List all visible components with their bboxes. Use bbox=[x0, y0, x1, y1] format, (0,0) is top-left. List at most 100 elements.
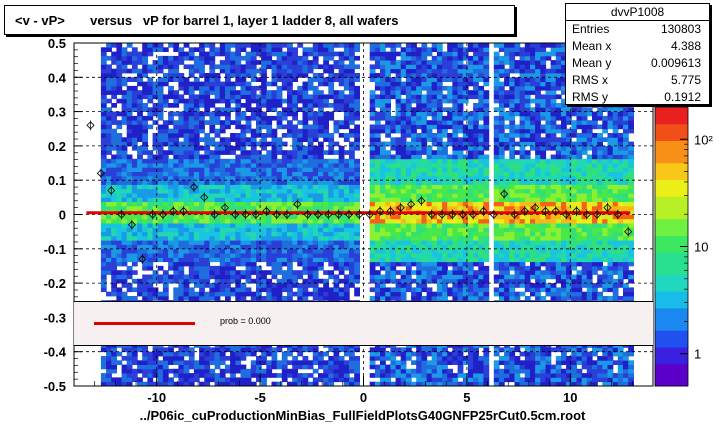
heatmap-cell bbox=[452, 235, 459, 241]
heatmap-cell bbox=[457, 356, 464, 361]
heatmap-cell bbox=[473, 184, 479, 190]
heatmap-cell bbox=[436, 278, 443, 284]
heatmap-cell bbox=[230, 51, 236, 57]
heatmap-cell bbox=[457, 64, 464, 70]
heatmap-cell bbox=[369, 150, 376, 155]
heatmap-cell bbox=[230, 235, 236, 241]
heatmap-cell bbox=[478, 55, 485, 61]
heatmap-cell bbox=[235, 274, 242, 280]
heatmap-cell bbox=[374, 133, 381, 138]
heatmap-cell bbox=[467, 360, 474, 365]
heatmap-cell bbox=[483, 64, 490, 70]
heatmap-cell bbox=[245, 184, 252, 190]
heatmap-cell bbox=[168, 137, 174, 142]
heatmap-cell bbox=[168, 85, 174, 91]
heatmap-cell bbox=[266, 287, 273, 293]
heatmap-cell bbox=[447, 193, 453, 198]
heatmap-cell bbox=[287, 235, 293, 241]
heatmap-cell bbox=[447, 43, 453, 48]
heatmap-cell bbox=[178, 287, 185, 293]
heatmap-cell bbox=[467, 274, 474, 280]
heatmap-cell bbox=[271, 197, 278, 202]
heatmap-cell bbox=[431, 124, 438, 130]
heatmap-cell bbox=[240, 77, 247, 82]
heatmap-cell bbox=[225, 137, 231, 142]
heatmap-cell bbox=[219, 274, 226, 280]
heatmap-cell bbox=[204, 218, 211, 224]
heatmap-cell bbox=[225, 248, 231, 254]
heatmap-cell bbox=[318, 43, 324, 48]
heatmap-cell bbox=[354, 47, 360, 52]
heatmap-cell bbox=[292, 184, 298, 190]
heatmap-cell bbox=[473, 175, 479, 181]
heatmap-cell bbox=[478, 150, 485, 155]
heatmap-cell bbox=[426, 171, 433, 177]
heatmap-cell bbox=[436, 274, 443, 280]
heatmap-cell bbox=[369, 188, 376, 194]
heatmap-cell bbox=[467, 133, 474, 138]
heatmap-cell bbox=[245, 270, 252, 275]
heatmap-cell bbox=[467, 145, 474, 151]
heatmap-cell bbox=[483, 223, 490, 228]
heatmap-cell bbox=[333, 163, 340, 168]
heatmap-cell bbox=[431, 373, 438, 378]
heatmap-cell bbox=[168, 351, 174, 357]
heatmap-cell bbox=[152, 163, 159, 168]
heatmap-cell bbox=[271, 51, 278, 57]
heatmap-cell bbox=[287, 368, 293, 374]
heatmap-cell bbox=[121, 218, 128, 224]
heatmap-cell bbox=[193, 197, 200, 202]
heatmap-cell bbox=[178, 94, 185, 100]
heatmap-cell bbox=[431, 55, 438, 61]
heatmap-cell bbox=[323, 60, 329, 65]
heatmap-cell bbox=[173, 223, 180, 228]
heatmap-cell bbox=[137, 171, 143, 177]
heatmap-cell bbox=[374, 111, 381, 117]
heatmap-cell bbox=[473, 223, 479, 228]
heatmap-cell bbox=[467, 171, 474, 177]
heatmap-cell bbox=[462, 248, 469, 254]
heatmap-cell bbox=[157, 368, 164, 374]
heatmap-cell bbox=[328, 85, 335, 91]
heatmap-cell bbox=[297, 257, 304, 263]
heatmap-cell bbox=[338, 197, 345, 202]
heatmap-cell bbox=[204, 356, 211, 361]
heatmap-cell bbox=[287, 167, 293, 172]
heatmap-cell bbox=[199, 154, 205, 160]
heatmap-cell bbox=[225, 175, 231, 181]
heatmap-cell bbox=[240, 124, 247, 130]
heatmap-cell bbox=[349, 167, 355, 172]
heatmap-cell bbox=[380, 94, 386, 100]
heatmap-cell bbox=[230, 205, 236, 211]
heatmap-cell bbox=[173, 265, 180, 271]
heatmap-cell bbox=[152, 270, 159, 275]
heatmap-cell bbox=[157, 60, 164, 65]
heatmap-cell bbox=[287, 257, 293, 263]
heatmap-cell bbox=[116, 111, 123, 117]
heatmap-cell bbox=[137, 184, 143, 190]
heatmap-cell bbox=[405, 240, 412, 245]
heatmap-cell bbox=[183, 360, 190, 365]
heatmap-cell bbox=[338, 175, 345, 181]
heatmap-cell bbox=[452, 347, 459, 353]
heatmap-cell bbox=[416, 278, 422, 284]
heatmap-cell bbox=[462, 163, 469, 168]
heatmap-cell bbox=[442, 373, 448, 378]
heatmap-cell bbox=[354, 381, 360, 387]
heatmap-cell bbox=[137, 231, 143, 237]
heatmap-cell bbox=[147, 201, 154, 207]
heatmap-cell bbox=[157, 163, 164, 168]
heatmap-cell bbox=[199, 223, 205, 228]
heatmap-cell bbox=[323, 158, 329, 164]
heatmap-cell bbox=[452, 158, 459, 164]
heatmap-cell bbox=[452, 47, 459, 52]
heatmap-cell bbox=[137, 193, 143, 198]
heatmap-cell bbox=[421, 124, 428, 130]
heatmap-cell bbox=[209, 163, 216, 168]
heatmap-cell bbox=[152, 368, 159, 374]
heatmap-cell bbox=[271, 171, 278, 177]
heatmap-cell bbox=[121, 356, 128, 361]
heatmap-cell bbox=[106, 270, 112, 275]
heatmap-cell bbox=[142, 364, 148, 370]
heatmap-cell bbox=[162, 227, 169, 233]
